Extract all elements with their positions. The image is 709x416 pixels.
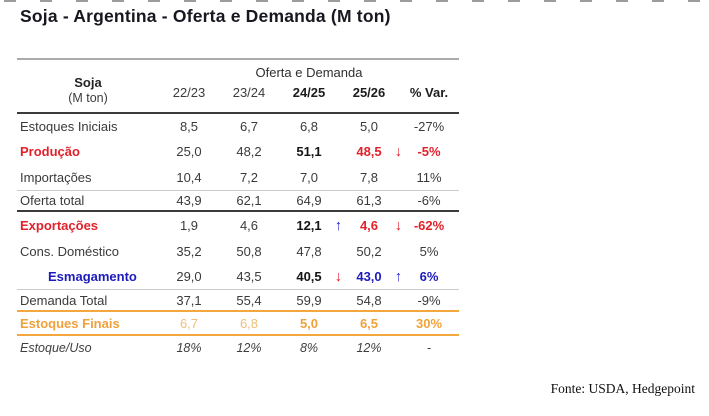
cell-value: 35,2 — [176, 244, 202, 259]
cell-value: 12,1 ↑ — [296, 217, 342, 234]
cell-value: -5% — [417, 144, 441, 159]
cell-value: 61,3 — [356, 193, 382, 208]
table-header: Soja (M ton) Oferta e Demanda 22/23 23/2… — [17, 60, 459, 114]
cell-value: -9% — [417, 292, 441, 308]
row-label: Estoques Finais — [20, 315, 120, 331]
cell-value: 11% — [416, 169, 442, 185]
down-arrow-icon: ↓ — [334, 268, 342, 285]
row-label: Importações — [20, 169, 92, 185]
cell-value: 48,2 — [236, 144, 262, 159]
cell-value: 6,8 — [239, 315, 259, 331]
table-row: Estoques Finais 6,7 6,8 5,0 6,5 30% — [17, 312, 459, 336]
cell-value: 1,9 — [179, 218, 199, 233]
down-arrow-icon: ↓ — [394, 217, 402, 234]
row-label: Exportações — [20, 218, 99, 233]
cell-value: 12% — [236, 341, 262, 355]
cell-value: 62,1 — [236, 193, 262, 208]
column-header: 23/24 — [232, 85, 266, 100]
cell-value: 12% — [356, 341, 382, 355]
cell-value: 8,5 — [179, 119, 199, 134]
table-row: Importações 10,4 7,2 7,0 7,8 11% — [17, 164, 459, 191]
column-header: 22/23 — [172, 85, 206, 100]
cell-value: 6,5 — [359, 315, 379, 331]
cell-value: 43,5 — [236, 269, 262, 284]
up-arrow-icon: ↑ — [394, 268, 402, 285]
row-label: Esmagamento — [48, 269, 137, 284]
cell-value: 64,9 — [296, 193, 322, 208]
column-header: 25/26 — [352, 85, 386, 100]
cell-value: 8% — [299, 341, 319, 355]
cell-value: 10,4 — [176, 169, 202, 185]
table-row: Estoque/Uso 18% 12% 8% 12% - — [17, 336, 459, 360]
row-label: Cons. Doméstico — [20, 244, 119, 259]
cell-value: 48,5 ↓ — [356, 143, 402, 160]
cell-value: 4,6 ↓ — [359, 217, 402, 234]
cell-value: 40,5 ↓ — [296, 268, 342, 285]
row-label: Estoques Iniciais — [20, 119, 118, 134]
cell-value: 29,0 — [176, 269, 202, 284]
cell-value: - — [426, 341, 432, 355]
cell-value: 25,0 — [176, 144, 202, 159]
supply-demand-table: Soja (M ton) Oferta e Demanda 22/23 23/2… — [17, 58, 459, 360]
header-right: Oferta e Demanda 22/23 23/24 24/25 25/26… — [159, 60, 459, 112]
table-row: Esmagamento 29,0 43,5 40,5 ↓ 43,0 ↑ 6% — [17, 264, 459, 290]
table-row: Cons. Doméstico 35,2 50,8 47,8 50,2 5% — [17, 239, 459, 264]
corner-subtitle: (M ton) — [68, 91, 108, 105]
column-header: % Var. — [409, 85, 449, 100]
cell-value: 59,9 — [296, 292, 322, 308]
page-title: Soja - Argentina - Oferta e Demanda (M t… — [20, 6, 391, 26]
cell-value: 7,0 — [299, 169, 319, 185]
page-top-dashed-border — [4, 0, 705, 2]
cell-value: 6,8 — [299, 119, 319, 134]
cell-value: 30% — [415, 315, 443, 331]
source-note: Fonte: USDA, Hedgepoint — [550, 381, 695, 396]
cell-value: 5,0 — [359, 119, 379, 134]
row-label: Produção — [20, 144, 80, 159]
cell-value: 43,0 ↑ — [356, 268, 402, 285]
cell-value: -6% — [417, 193, 441, 208]
row-label: Estoque/Uso — [20, 341, 92, 355]
table-row: Exportações 1,9 4,6 12,1 ↑ 4,6 ↓ -62% — [17, 212, 459, 239]
cell-value: 43,9 — [176, 193, 202, 208]
year-header-row: 22/23 23/24 24/25 25/26 % Var. — [159, 85, 459, 100]
cell-value: 4,6 — [239, 218, 259, 233]
cell-value: 50,2 — [356, 244, 382, 259]
cell-value: 55,4 — [236, 292, 262, 308]
row-label: Demanda Total — [20, 292, 108, 308]
cell-value: 50,8 — [236, 244, 262, 259]
cell-value: 5,0 — [299, 315, 319, 331]
cell-value: 37,1 — [176, 292, 202, 308]
table-row: Demanda Total 37,1 55,4 59,9 54,8 -9% — [17, 290, 459, 312]
cell-value: -62% — [413, 218, 445, 233]
table-corner-header: Soja (M ton) — [17, 60, 159, 112]
cell-value: 18% — [176, 341, 202, 355]
cell-value: 6% — [419, 269, 439, 284]
cell-value: -27% — [413, 119, 445, 134]
cell-value: 51,1 — [296, 144, 322, 159]
cell-value: 7,8 — [359, 169, 379, 185]
down-arrow-icon: ↓ — [394, 143, 402, 160]
cell-value: 6,7 — [179, 315, 199, 331]
group-header: Oferta e Demanda — [255, 65, 363, 80]
table-row: Produção 25,0 48,2 51,1 48,5 ↓ -5% — [17, 139, 459, 164]
cell-value: 54,8 — [356, 292, 382, 308]
column-header: 24/25 — [292, 85, 326, 100]
up-arrow-icon: ↑ — [334, 217, 342, 234]
corner-title: Soja — [74, 75, 102, 90]
row-label: Oferta total — [20, 193, 85, 208]
table-row: Oferta total 43,9 62,1 64,9 61,3 -6% — [17, 191, 459, 212]
cell-value: 7,2 — [239, 169, 259, 185]
cell-value: 5% — [419, 244, 439, 259]
cell-value: 47,8 — [296, 244, 322, 259]
table-row: Estoques Iniciais 8,5 6,7 6,8 5,0 -27% — [17, 114, 459, 139]
cell-value: 6,7 — [239, 119, 259, 134]
